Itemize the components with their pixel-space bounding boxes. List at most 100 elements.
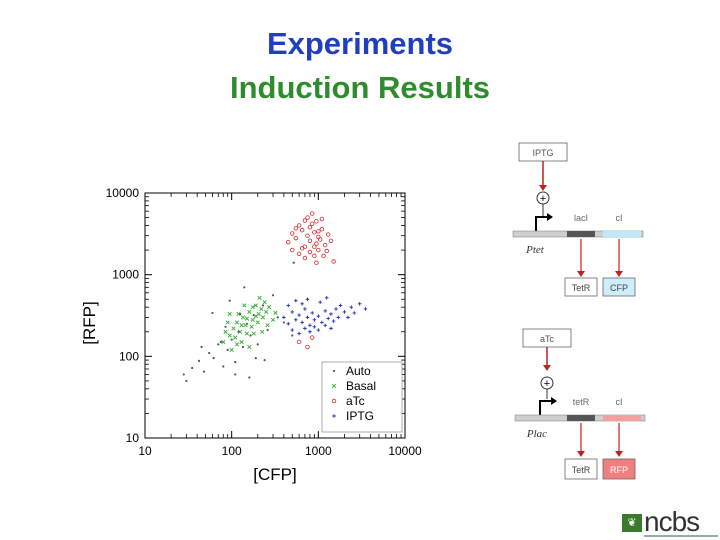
data-point-basal	[236, 311, 241, 317]
data-point-atc	[331, 259, 336, 264]
data-point-iptg	[316, 314, 321, 319]
data-point-atc	[314, 260, 319, 265]
data-point-iptg	[286, 322, 291, 326]
data-point-basal	[244, 331, 250, 336]
product1-label-top: TetR	[572, 283, 591, 293]
data-point-iptg	[338, 303, 343, 308]
data-point-iptg	[282, 315, 286, 320]
data-point-atc	[307, 249, 313, 255]
data-point-iptg	[294, 298, 298, 303]
x-tick-label: 10	[138, 444, 152, 458]
series-auto	[182, 261, 295, 383]
data-point-auto	[208, 351, 211, 355]
data-point-atc	[290, 247, 295, 253]
data-point-iptg	[349, 305, 354, 309]
x-tick-label: 10000	[388, 444, 422, 458]
data-point-iptg	[363, 307, 368, 311]
data-point-iptg	[303, 326, 307, 331]
data-point-atc	[312, 244, 317, 249]
gene1-segment-top	[567, 231, 595, 237]
induction-arrowhead-top	[539, 185, 547, 191]
promoter-label-bottom: Plac	[526, 428, 547, 440]
data-point-atc	[310, 211, 315, 216]
data-point-auto	[185, 379, 188, 383]
promoter-arrow-top	[535, 216, 547, 231]
product2-box-top	[602, 277, 636, 297]
data-point-auto	[263, 358, 266, 362]
data-point-auto	[243, 286, 246, 289]
induction-arrowhead-bottom	[543, 365, 551, 371]
legend-marker-basal	[331, 383, 337, 389]
data-point-basal	[239, 339, 244, 345]
inducer-label-top: IPTG	[532, 148, 553, 158]
data-point-auto	[249, 334, 252, 337]
logo-mark-icon: ❦	[622, 514, 642, 532]
legend-box	[321, 361, 403, 433]
y-tick-label: 100	[119, 349, 139, 363]
logo-text: ncbs	[644, 506, 700, 537]
data-point-atc	[328, 238, 334, 243]
data-point-atc	[296, 339, 302, 345]
series-iptg	[282, 296, 368, 336]
data-point-atc	[321, 253, 326, 259]
y-tick-label: 10	[126, 431, 140, 445]
data-point-auto	[292, 261, 295, 264]
data-point-basal	[260, 329, 265, 334]
data-point-auto	[226, 348, 229, 351]
data-point-auto	[241, 345, 245, 349]
data-point-auto	[219, 340, 222, 344]
data-point-auto	[266, 328, 269, 332]
promoter-label-top: Ptet	[525, 244, 545, 256]
data-point-iptg	[308, 323, 312, 328]
series-atc	[286, 211, 336, 350]
gene2-label-bottom: cI	[615, 397, 622, 407]
slide-title-line2: Induction Results	[229, 70, 491, 105]
data-point-atc	[307, 225, 313, 230]
data-point-auto	[256, 343, 259, 346]
circuit-top: IPTG + lacI cI Ptet TetR CFP	[512, 142, 644, 297]
data-point-basal	[227, 333, 232, 338]
scatter-chart: 10 100 1000 10000 10 100 1000 10000 AutoBasalaT…	[80, 186, 422, 484]
legend-marker-iptg	[332, 414, 336, 418]
data-point-iptg	[320, 320, 324, 325]
data-point-auto	[291, 334, 294, 337]
data-point-iptg	[352, 311, 357, 315]
data-point-atc	[317, 237, 323, 242]
slide-title-line1: Experiments	[266, 26, 454, 61]
data-point-atc	[305, 344, 310, 350]
data-point-basal	[223, 329, 228, 334]
gene1-label-bottom: tetR	[573, 397, 590, 407]
expression-arrowhead1-top	[577, 271, 585, 277]
legend-label-auto: Auto	[346, 364, 371, 378]
data-point-iptg	[312, 318, 317, 322]
data-point-atc	[293, 226, 299, 231]
data-point-atc	[290, 231, 295, 236]
legend-label-iptg: IPTG	[346, 409, 374, 423]
data-point-auto	[271, 294, 275, 297]
data-point-basal	[234, 342, 240, 347]
data-point-atc	[312, 253, 317, 259]
data-point-iptg	[334, 307, 338, 311]
data-point-atc	[286, 239, 291, 245]
ncbs-logo: ❦ ncbs	[622, 506, 718, 538]
data-point-atc	[310, 335, 315, 340]
data-point-basal	[251, 331, 256, 336]
y-axis-label: [RFP]	[80, 301, 99, 344]
product1-label-bottom: TetR	[572, 465, 591, 475]
data-point-iptg	[342, 310, 347, 314]
data-point-atc	[302, 218, 308, 223]
data-point-atc	[310, 221, 315, 226]
data-point-basal	[231, 326, 236, 331]
data-point-iptg	[310, 311, 315, 315]
data-point-atc	[302, 255, 308, 261]
data-point-atc	[293, 235, 299, 241]
data-point-atc	[324, 248, 329, 254]
data-point-auto	[217, 343, 220, 346]
data-point-atc	[316, 229, 321, 234]
gene2-segment-bottom	[603, 415, 641, 421]
data-point-basal	[250, 317, 255, 322]
data-point-atc	[319, 216, 325, 222]
data-point-auto	[234, 373, 237, 376]
x-axis-label: [CFP]	[253, 465, 296, 484]
data-point-iptg	[305, 297, 310, 302]
